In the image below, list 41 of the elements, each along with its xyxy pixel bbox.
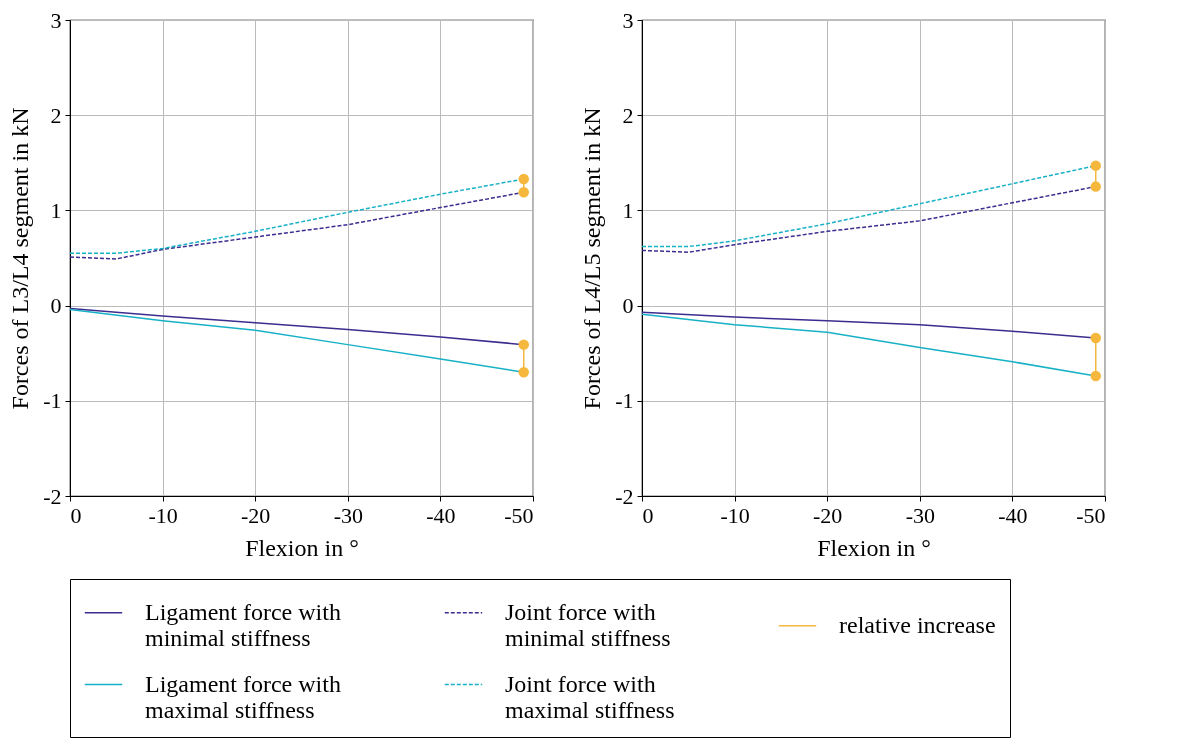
x-tick-label: -10 xyxy=(720,502,750,528)
y-tick-label: 2 xyxy=(50,102,62,128)
legend-label: Ligament force with maximal stiffness xyxy=(145,670,341,723)
point xyxy=(518,187,529,198)
x-tick-label: 0 xyxy=(70,502,82,528)
point xyxy=(518,339,529,350)
y-tick-label: -2 xyxy=(615,483,634,509)
legend-label: Ligament force with minimal stiffness xyxy=(145,598,341,651)
x-axis-title: Flexion in ° xyxy=(817,534,931,561)
point xyxy=(1090,160,1101,171)
y-tick-label: 0 xyxy=(50,293,62,319)
x-tick-label: -20 xyxy=(813,502,843,528)
legend-label: relative increase xyxy=(839,611,996,638)
point xyxy=(1090,332,1101,344)
x-axis-title: Flexion in ° xyxy=(245,534,359,561)
point xyxy=(1090,181,1101,192)
x-tick-label: 0 xyxy=(642,502,654,528)
y-tick-label: -2 xyxy=(43,483,62,509)
legend-label: Joint force with minimal stiffness xyxy=(505,598,671,651)
y-axis-title: Forces of L3/L4 segment in kN xyxy=(7,107,34,410)
point xyxy=(1090,370,1101,382)
y-tick-label: -1 xyxy=(43,388,62,414)
x-tick-label: -10 xyxy=(148,502,178,528)
x-tick-label: -40 xyxy=(426,502,456,528)
y-tick-label: 3 xyxy=(50,7,62,33)
x-tick-label: -30 xyxy=(905,502,935,528)
y-tick-label: 1 xyxy=(622,197,634,223)
x-tick-label: -40 xyxy=(998,502,1028,528)
y-tick-label: -1 xyxy=(615,388,634,414)
x-tick-label: -50 xyxy=(504,502,534,528)
legend-label: Joint force with maximal stiffness xyxy=(505,670,675,723)
y-tick-label: 0 xyxy=(622,293,634,319)
y-tick-label: 3 xyxy=(622,7,634,33)
point xyxy=(518,173,529,185)
y-axis-title: Forces of L4/L5 segment in kN xyxy=(579,107,606,410)
y-tick-label: 2 xyxy=(622,102,634,128)
x-tick-label: -50 xyxy=(1076,502,1106,528)
y-tick-label: 1 xyxy=(50,197,62,223)
x-tick-label: -30 xyxy=(333,502,363,528)
point xyxy=(518,367,529,378)
x-tick-label: -20 xyxy=(241,502,271,528)
